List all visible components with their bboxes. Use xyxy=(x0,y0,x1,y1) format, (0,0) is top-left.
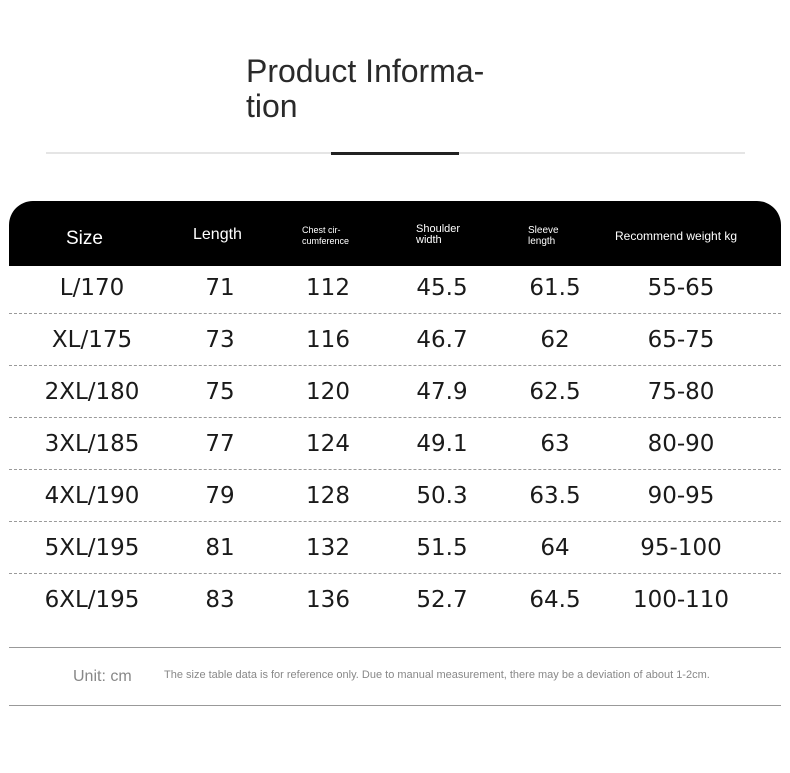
cell-size: 2XL/180 xyxy=(44,379,140,405)
table-row: 4XL/190 79 128 50.3 63.5 90-95 xyxy=(9,470,781,522)
cell-weight: 90-95 xyxy=(647,483,715,509)
cell-weight: 55-65 xyxy=(647,275,715,301)
header-shoulder: Shoulder width xyxy=(416,223,461,246)
cell-chest: 124 xyxy=(306,431,350,457)
footer-divider-top xyxy=(9,647,781,648)
cell-length: 77 xyxy=(205,431,235,457)
cell-sleeve: 62.5 xyxy=(529,379,581,405)
cell-sleeve: 64.5 xyxy=(529,587,581,613)
measurement-note: The size table data is for reference onl… xyxy=(164,669,710,681)
cell-sleeve: 61.5 xyxy=(529,275,581,301)
header-weight: Recommend weight kg xyxy=(615,229,738,243)
table-row: 5XL/195 81 132 51.5 64 95-100 xyxy=(9,522,781,574)
cell-length: 83 xyxy=(205,587,235,613)
footer-divider-bottom xyxy=(9,705,781,706)
cell-sleeve: 63.5 xyxy=(529,483,581,509)
cell-size: 6XL/195 xyxy=(44,587,140,613)
table-row: XL/175 73 116 46.7 62 65-75 xyxy=(9,314,781,366)
cell-sleeve: 64 xyxy=(540,535,570,561)
cell-size: 3XL/185 xyxy=(44,431,140,457)
cell-shoulder: 52.7 xyxy=(416,587,468,613)
cell-length: 71 xyxy=(205,275,235,301)
cell-length: 79 xyxy=(205,483,235,509)
unit-label: Unit: cm xyxy=(73,668,132,685)
cell-size: 4XL/190 xyxy=(44,483,140,509)
cell-shoulder: 50.3 xyxy=(416,483,468,509)
title-divider-accent xyxy=(331,152,459,155)
cell-shoulder: 46.7 xyxy=(416,327,468,353)
cell-size: L/170 xyxy=(59,275,125,301)
table-row: 2XL/180 75 120 47.9 62.5 75-80 xyxy=(9,366,781,418)
table-row: L/170 71 112 45.5 61.5 55-65 xyxy=(9,262,781,314)
cell-weight: 65-75 xyxy=(647,327,715,353)
cell-weight: 80-90 xyxy=(647,431,715,457)
cell-chest: 112 xyxy=(306,275,350,301)
header-size: Size xyxy=(66,228,103,249)
cell-chest: 136 xyxy=(306,587,350,613)
cell-weight: 100-110 xyxy=(632,587,730,613)
cell-shoulder: 47.9 xyxy=(416,379,468,405)
cell-chest: 132 xyxy=(306,535,350,561)
cell-chest: 116 xyxy=(306,327,350,353)
cell-size: XL/175 xyxy=(51,327,133,353)
cell-size: 5XL/195 xyxy=(44,535,140,561)
cell-length: 81 xyxy=(205,535,235,561)
cell-chest: 120 xyxy=(306,379,350,405)
size-table-body: L/170 71 112 45.5 61.5 55-65 XL/175 73 1… xyxy=(9,262,781,626)
cell-weight: 95-100 xyxy=(640,535,722,561)
cell-sleeve: 63 xyxy=(540,431,570,457)
cell-shoulder: 49.1 xyxy=(416,431,468,457)
size-table-header: Size Length Chest cir- cumference Should… xyxy=(9,201,781,266)
cell-length: 75 xyxy=(205,379,235,405)
page-title-line-1: Product Informa- xyxy=(246,53,485,89)
header-length: Length xyxy=(193,226,242,243)
cell-weight: 75-80 xyxy=(647,379,715,405)
header-chest: Chest cir- cumference xyxy=(302,225,350,246)
table-row: 6XL/195 83 136 52.7 64.5 100-110 xyxy=(9,574,781,626)
table-row: 3XL/185 77 124 49.1 63 80-90 xyxy=(9,418,781,470)
cell-shoulder: 45.5 xyxy=(416,275,468,301)
page-title-line-2: tion xyxy=(246,88,298,124)
header-sleeve: Sleeve length xyxy=(528,225,559,247)
cell-chest: 128 xyxy=(306,483,350,509)
cell-shoulder: 51.5 xyxy=(416,535,468,561)
cell-length: 73 xyxy=(205,327,235,353)
cell-sleeve: 62 xyxy=(540,327,570,353)
